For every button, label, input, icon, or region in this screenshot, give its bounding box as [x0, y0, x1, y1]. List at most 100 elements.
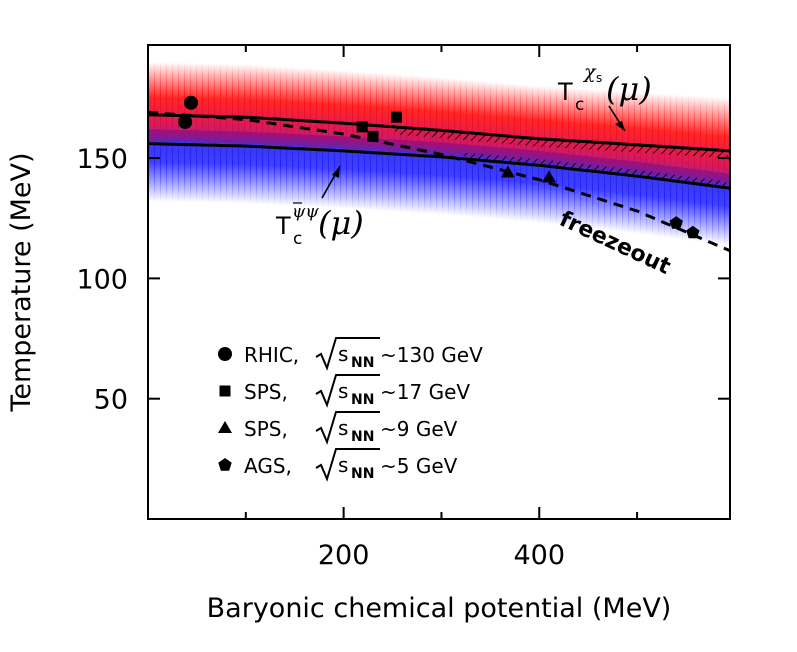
red-band-strip: [586, 88, 593, 169]
blue-band-strip: [724, 173, 730, 246]
tc-psi-arg: (μ): [318, 204, 364, 242]
blue-band-strip: [610, 159, 617, 232]
red-band-strip: [148, 61, 155, 142]
blue-band-strip: [358, 137, 365, 210]
blue-band-strip: [526, 149, 533, 223]
blue-band-strip: [310, 134, 317, 208]
blue-band-strip: [172, 129, 179, 203]
tc-chi-curve: [148, 113, 730, 153]
blue-band-strip: [148, 129, 155, 202]
blue-band-strip: [292, 134, 299, 207]
blue-band-strip: [382, 138, 389, 212]
legend-marker-square: [219, 385, 231, 397]
blue-band-strip: [286, 133, 293, 206]
data-point-square: [390, 111, 402, 123]
red-band-strip: [232, 63, 239, 144]
red-band-strip: [634, 91, 641, 174]
blue-band-strip: [238, 131, 245, 204]
blue-band-strip: [196, 130, 203, 203]
blue-band-strip: [472, 145, 479, 218]
legend-name: AGS,: [244, 454, 292, 478]
red-band-strip: [244, 64, 251, 144]
blue-band-strip: [394, 139, 401, 212]
blue-band-strip: [508, 148, 515, 221]
blue-band-strip: [460, 144, 467, 217]
blue-band-strip: [232, 131, 239, 204]
legend-sqrt-sub: NN: [351, 466, 374, 482]
blue-band-strip: [454, 143, 461, 216]
blue-band-strip: [646, 163, 653, 236]
red-band-strip: [226, 63, 233, 144]
red-band-strip: [490, 81, 497, 159]
blue-band-strip: [502, 147, 509, 221]
blue-band-strip: [202, 130, 209, 203]
x-tick-label: 200: [318, 540, 370, 571]
red-band-strip: [466, 79, 473, 157]
tc-psibar-curve: [148, 142, 730, 190]
tc-psi-sub: c: [293, 229, 302, 249]
red-band-strip: [628, 91, 635, 174]
data-point-triangle: [542, 170, 557, 183]
red-band-strip: [616, 90, 623, 172]
blue-band-strip: [208, 130, 215, 203]
red-band-strip: [694, 95, 701, 182]
blue-band-strip: [538, 151, 545, 224]
red-band-strip: [520, 84, 527, 162]
legend-sqrt-sign: [315, 337, 380, 371]
red-band-strip: [250, 64, 257, 145]
x-tick-label: 400: [513, 540, 565, 571]
legend-sqrt-sub: NN: [351, 429, 374, 445]
legend-sqrt-sub: NN: [351, 355, 374, 371]
blue-band-strip: [166, 129, 173, 202]
red-band-strip: [460, 79, 467, 157]
legend-sqrt-sub: NN: [351, 392, 374, 408]
y-tick-label: 100: [76, 264, 128, 295]
blue-band-strip: [322, 135, 329, 208]
blue-band-strip: [652, 164, 659, 237]
blue-band-strip: [658, 164, 665, 237]
blue-band-strip: [544, 151, 551, 224]
legend-sqrt-sign: [315, 374, 380, 408]
red-band-strip: [502, 82, 509, 160]
blue-band-strip: [406, 140, 413, 213]
y-tick-label: 50: [94, 385, 128, 416]
red-band-strip: [556, 87, 563, 166]
point-group: [178, 95, 700, 239]
blue-band-strip: [424, 141, 431, 214]
red-band-strip: [400, 74, 407, 153]
red-band-strip: [448, 78, 455, 156]
blue-band-strip: [250, 131, 257, 205]
blue-band-strip: [592, 157, 599, 230]
legend-sqrt-s: s: [338, 379, 348, 403]
red-band-strip: [274, 66, 281, 146]
red-band-strip: [376, 72, 383, 151]
red-band-strip: [280, 66, 287, 146]
red-band-strip: [220, 63, 227, 144]
blue-band-strip: [670, 166, 677, 239]
data-point-pentagon: [669, 216, 683, 229]
blue-band-strip: [628, 161, 635, 234]
red-band-strip: [310, 68, 317, 147]
blue-band-strip: [574, 155, 581, 228]
blue-band-strip: [718, 172, 725, 245]
tick-group: 200 400 50 100 150: [76, 45, 730, 571]
blue-band-strip: [178, 130, 185, 203]
blue-band-strip: [520, 149, 527, 222]
red-band-strip: [322, 69, 329, 148]
blue-band-strip: [484, 146, 491, 219]
blue-band-strip: [274, 133, 281, 206]
red-band-strip: [202, 63, 209, 143]
legend-energy: ~9 GeV: [380, 417, 458, 441]
blue-band-strip: [466, 144, 473, 218]
blue-band-strip: [586, 156, 593, 229]
blue-band-strip: [154, 129, 161, 202]
red-band-strip: [334, 69, 341, 149]
red-band-strip: [382, 73, 389, 152]
red-band-strip: [622, 91, 629, 173]
red-band-strip: [406, 75, 413, 153]
red-band-strip: [472, 80, 479, 158]
blue-band-strip: [430, 141, 437, 215]
legend-sqrt-s: s: [338, 416, 348, 440]
blue-band-strip: [640, 162, 647, 235]
